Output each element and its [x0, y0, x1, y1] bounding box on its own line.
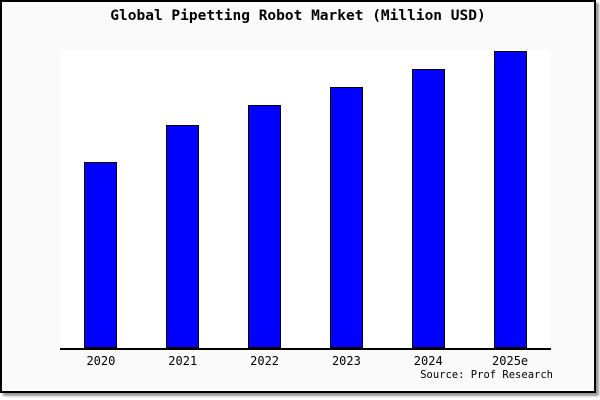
x-tick-label-2023: 2023 — [331, 354, 361, 368]
bar-2024 — [411, 69, 445, 348]
bar-2021 — [166, 125, 200, 348]
x-tick-label-2020: 2020 — [86, 354, 116, 368]
x-axis-labels: 2020 2021 2022 2023 2024 2025e — [60, 354, 551, 370]
chart-window: Global Pipetting Robot Market (Million U… — [0, 0, 596, 393]
plot-area — [60, 50, 551, 350]
bar-2025e — [493, 51, 527, 348]
source-credit: Source: Prof Research — [420, 369, 553, 381]
x-tick-label-2021: 2021 — [168, 354, 198, 368]
chart-title: Global Pipetting Robot Market (Million U… — [110, 8, 486, 24]
bar-2020 — [84, 162, 118, 348]
x-tick-label-2022: 2022 — [250, 354, 280, 368]
x-tick-label-2025e: 2025e — [492, 354, 529, 368]
bar-2022 — [248, 105, 282, 348]
x-tick-label-2024: 2024 — [413, 354, 443, 368]
bar-2023 — [329, 87, 363, 348]
